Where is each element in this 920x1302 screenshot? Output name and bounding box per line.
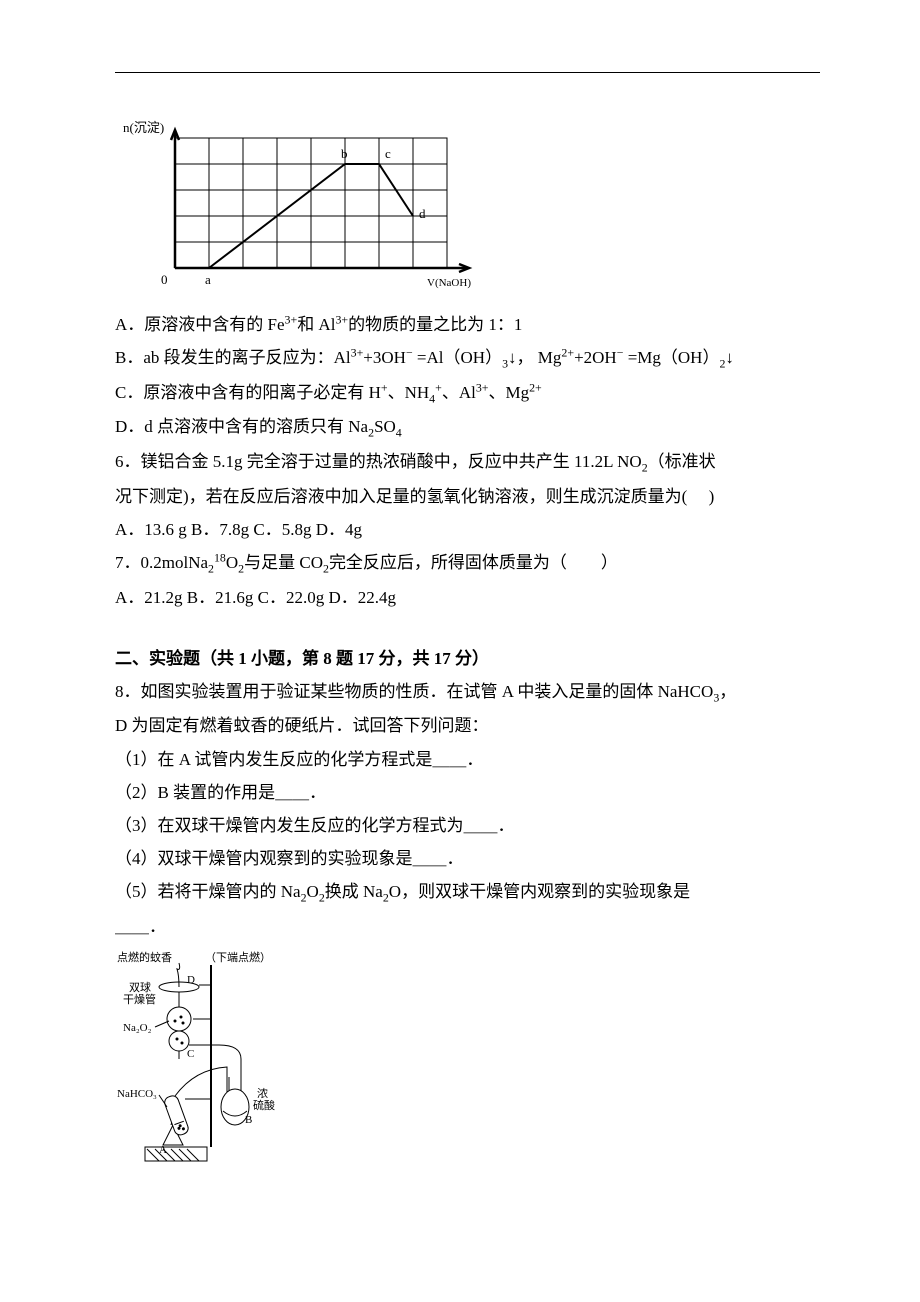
q5-option-d: D．d 点溶液中含有的溶质只有 Na2SO4 [115, 410, 820, 445]
q6-options: A．13.6 g B．7.8g C．5.8g D．4g [115, 513, 820, 546]
q6-stem-line2: 况下测定)，若在反应后溶液中加入足量的氢氧化钠溶液，则生成沉淀质量为( ) [115, 480, 820, 513]
label-note: （下端点燃） [205, 950, 271, 964]
svg-text:b: b [341, 146, 348, 161]
svg-text:双球: 双球 [129, 980, 151, 994]
svg-text:0: 0 [161, 272, 168, 287]
svg-text:A: A [159, 1144, 167, 1156]
svg-text:V(NaOH): V(NaOH) [427, 277, 471, 289]
q6-stem-line1: 6．镁铝合金 5.1g 完全溶于过量的热浓硝酸中，反应中共产生 11.2L NO… [115, 445, 820, 480]
label-incense: 点燃的蚊香 [117, 950, 172, 964]
chart-q5: n(沉淀) [115, 118, 820, 304]
q5-option-b: B．ab 段发生的离子反应为：Al3++3OH− =Al（OH）3↓， Mg2+… [115, 341, 820, 376]
page-header-rule [115, 72, 820, 73]
q8-stem-line1: 8．如图实验装置用于验证某些物质的性质．在试管 A 中装入足量的固体 NaHCO… [115, 675, 820, 710]
q8-part1: （1）在 A 试管内发生反应的化学方程式是＿＿． [115, 743, 820, 776]
q8-part3: （3）在双球干燥管内发生反应的化学方程式为＿＿． [115, 809, 820, 842]
section2-title: 二、实验题（共 1 小题，第 8 题 17 分，共 17 分） [115, 642, 820, 675]
svg-text:硫酸: 硫酸 [253, 1098, 275, 1112]
q8-part2: （2）B 装置的作用是＿＿． [115, 776, 820, 809]
svg-text:D: D [187, 974, 195, 986]
q7-options: A．21.2g B．21.6g C．22.0g D．22.4g [115, 581, 820, 614]
svg-text:C: C [187, 1048, 194, 1060]
svg-text:干燥管: 干燥管 [123, 992, 156, 1006]
svg-text:浓: 浓 [257, 1087, 268, 1100]
svg-text:Na₂O₂: Na₂O₂ [123, 1022, 152, 1034]
svg-text:d: d [419, 206, 426, 221]
q5-option-a: A．原溶液中含有的 Fe3+和 Al3+的物质的量之比为 1：1 [115, 308, 820, 341]
q8-stem-line2: D 为固定有燃着蚊香的硬纸片．试回答下列问题： [115, 709, 820, 742]
q8-part5-line1: （5）若将干燥管内的 Na2O2换成 Na2O，则双球干燥管内观察到的实验现象是 [115, 875, 820, 910]
apparatus-diagram: 点燃的蚊香 （下端点燃） D 双球 干燥管 Na₂O₂ C NaHCO₃ B 浓… [115, 949, 820, 1180]
svg-text:B: B [245, 1114, 252, 1126]
q8-part5-line2: ＿＿． [115, 910, 820, 943]
q8-part4: （4）双球干燥管内观察到的实验现象是＿＿． [115, 842, 820, 875]
chart-grid: b c d a 0 V(NaOH) [161, 130, 471, 289]
page-content: n(沉淀) [115, 72, 820, 1180]
svg-text:NaHCO₃: NaHCO₃ [117, 1088, 157, 1100]
chart-ylabel: n(沉淀) [123, 120, 164, 135]
svg-text:c: c [385, 146, 391, 161]
q7-stem: 7．0.2molNa218O2与足量 CO2完全反应后，所得固体质量为（ ） [115, 546, 820, 581]
q5-option-c: C．原溶液中含有的阳离子必定有 H+、NH4+、Al3+、Mg2+ [115, 376, 820, 411]
svg-text:a: a [205, 272, 211, 287]
